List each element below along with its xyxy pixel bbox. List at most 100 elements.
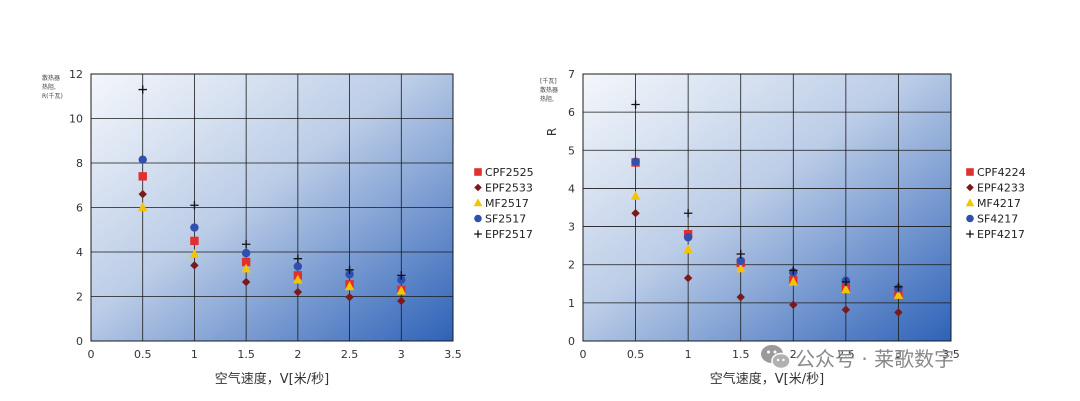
data-point bbox=[788, 276, 798, 286]
plot-frame bbox=[90, 73, 454, 342]
data-point bbox=[138, 189, 147, 199]
y-axis-label-line: 热阻, bbox=[42, 83, 56, 91]
data-point bbox=[683, 244, 693, 254]
legend-label: MF2517 bbox=[485, 197, 529, 210]
data-point bbox=[345, 265, 354, 274]
data-point bbox=[190, 223, 199, 232]
y-tick-label: 0 bbox=[568, 335, 575, 348]
y-tick-label: 5 bbox=[568, 144, 575, 157]
data-point bbox=[736, 263, 746, 273]
data-point bbox=[190, 236, 199, 246]
series-MF2517 bbox=[138, 202, 406, 295]
wechat-icon bbox=[761, 345, 791, 370]
data-point bbox=[736, 292, 745, 302]
x-tick-label: 1.5 bbox=[237, 348, 255, 361]
x-tick-label: 3.5 bbox=[444, 348, 462, 361]
legend-label: SF2517 bbox=[485, 213, 526, 226]
x-tick-label: 3 bbox=[398, 348, 405, 361]
legend-label: EPF4233 bbox=[977, 182, 1025, 195]
data-point bbox=[631, 100, 640, 109]
data-point bbox=[683, 273, 693, 283]
y-tick-label: 4 bbox=[76, 246, 83, 259]
data-point bbox=[345, 270, 354, 279]
y-axis-label-symbol: R bbox=[545, 128, 559, 136]
data-point bbox=[683, 209, 693, 218]
legend-label: CPF2525 bbox=[485, 166, 534, 179]
data-point bbox=[241, 248, 251, 258]
plot-area bbox=[583, 74, 951, 341]
x-tick-label: 1 bbox=[685, 348, 692, 361]
x-tick-label: 1 bbox=[191, 348, 198, 361]
plot-frame bbox=[582, 73, 952, 342]
data-point bbox=[345, 292, 354, 302]
x-tick-label: 1.5 bbox=[732, 348, 750, 361]
data-point bbox=[631, 209, 640, 218]
series-EPF2533 bbox=[138, 189, 406, 306]
x-tick-label: 0.5 bbox=[627, 348, 645, 361]
legend-label: SF4217 bbox=[977, 213, 1018, 226]
data-point bbox=[293, 254, 303, 263]
data-point bbox=[138, 155, 147, 164]
x-axis-label: 空气速度，V[米/秒] bbox=[710, 371, 824, 387]
chart-left: 0 0.5 1 1.5 2 2.5 3 3.5 0 2 4 6 8 10 12 空气速度，V[米/秒] 散热器热… bbox=[42, 68, 534, 387]
data-point bbox=[893, 290, 904, 299]
y-axis-label-line: 散热器 bbox=[42, 74, 60, 82]
y-tick-label: 6 bbox=[76, 202, 83, 215]
data-point bbox=[138, 172, 147, 181]
data-point bbox=[241, 257, 251, 267]
data-point bbox=[841, 277, 851, 287]
series-EPF2517 bbox=[138, 85, 406, 280]
series-SF2517 bbox=[138, 155, 406, 285]
y-tick-label: 8 bbox=[76, 157, 83, 170]
y-tick-label: 2 bbox=[76, 291, 83, 304]
x-tick-label: 2.5 bbox=[837, 348, 855, 361]
data-point bbox=[631, 157, 640, 166]
x-tick-label: 2.5 bbox=[341, 348, 359, 361]
data-point bbox=[894, 308, 903, 317]
watermark-text: 公众号 · 莱歌数字 bbox=[795, 347, 954, 371]
y-tick-label: 2 bbox=[568, 259, 575, 272]
legend-marker bbox=[966, 230, 974, 238]
y-tick-label: 3 bbox=[568, 221, 575, 234]
x-tick-label: 0 bbox=[88, 348, 95, 361]
x-tick-label: 2 bbox=[294, 348, 301, 361]
data-point bbox=[736, 256, 745, 266]
data-point bbox=[190, 261, 199, 270]
data-point bbox=[241, 240, 251, 249]
series-EPF4217 bbox=[631, 100, 903, 292]
legend-marker bbox=[474, 214, 482, 223]
y-tick-label: 7 bbox=[568, 68, 575, 81]
data-point bbox=[293, 262, 303, 271]
data-point bbox=[397, 296, 406, 306]
legend-marker bbox=[474, 168, 482, 176]
y-tick-label: 12 bbox=[69, 68, 83, 81]
data-point bbox=[736, 249, 745, 259]
y-tick-label: 0 bbox=[76, 335, 83, 348]
y-axis-label-line: 热阻, bbox=[540, 95, 554, 103]
legend: CPF4224 EPF4233 MF4217 SF4217 EPF4217 bbox=[965, 166, 1026, 241]
y-axis-label-line: 散热器 bbox=[540, 86, 558, 94]
data-point bbox=[630, 190, 641, 200]
data-point bbox=[138, 202, 148, 212]
x-tick-label: 0.5 bbox=[134, 348, 152, 361]
data-point bbox=[397, 275, 406, 285]
y-tick-label: 10 bbox=[69, 113, 83, 126]
legend-marker bbox=[473, 198, 483, 207]
data-point bbox=[293, 274, 303, 284]
y-tick-label: 4 bbox=[568, 182, 575, 195]
legend-label: EPF2517 bbox=[485, 228, 533, 241]
legend-marker bbox=[966, 183, 974, 192]
data-point bbox=[841, 284, 851, 294]
x-tick-label: 3 bbox=[895, 348, 902, 361]
x-tick-label: 0 bbox=[580, 348, 587, 361]
x-tick-label: 3.5 bbox=[942, 348, 960, 361]
legend: CPF2525 EPF2533 MF2517 SF2517 EPF2517 bbox=[473, 166, 534, 241]
data-point bbox=[138, 85, 147, 94]
series-EPF4233 bbox=[631, 209, 903, 317]
legend-label: EPF4217 bbox=[977, 228, 1025, 241]
y-tick-label: 6 bbox=[568, 106, 575, 119]
legend-marker bbox=[966, 168, 974, 176]
legend-marker bbox=[474, 183, 482, 192]
data-point bbox=[841, 305, 851, 314]
data-point bbox=[894, 282, 903, 292]
